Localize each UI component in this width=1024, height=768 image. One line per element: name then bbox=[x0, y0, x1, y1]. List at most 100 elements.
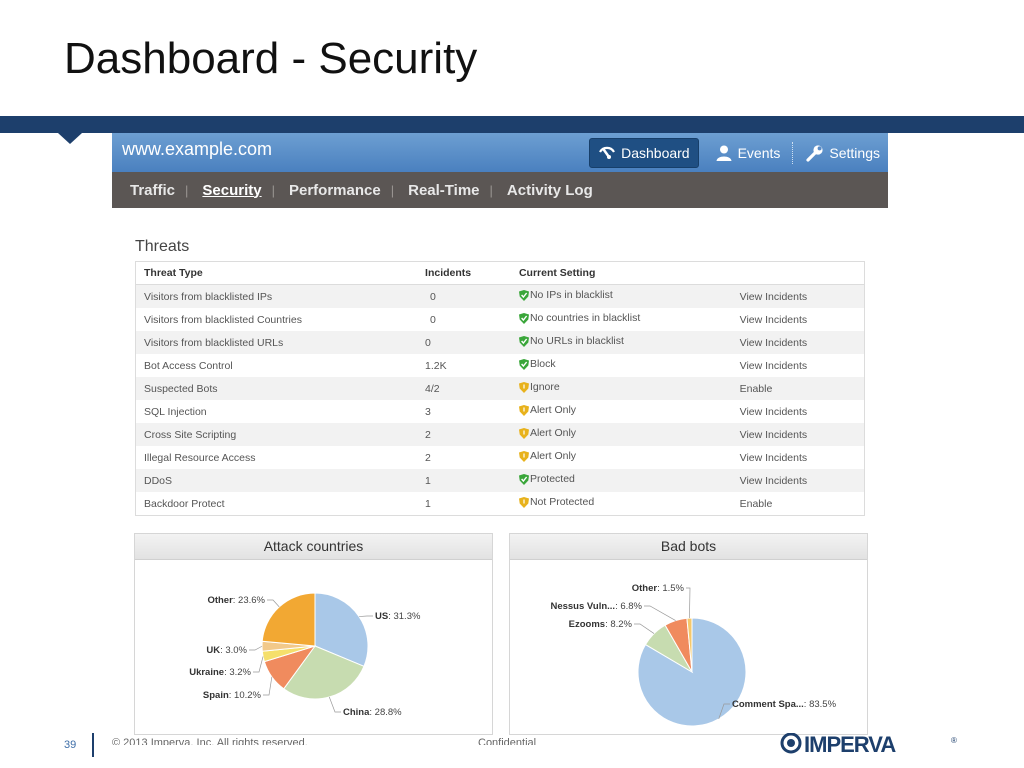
pie-slice-name: US bbox=[375, 611, 388, 622]
column-header bbox=[731, 261, 865, 285]
pie-slice-label: Other: 23.6% bbox=[207, 595, 265, 606]
pie-slice-name: Other bbox=[207, 595, 233, 606]
subnav-performance[interactable]: Performance bbox=[289, 181, 381, 199]
threats-title: Threats bbox=[135, 238, 190, 255]
shield-warning-icon bbox=[518, 450, 529, 462]
pie-slice-value: : 1.5% bbox=[657, 583, 684, 594]
pie-leader-line bbox=[267, 599, 280, 608]
table-row: Visitors from blacklisted IPs 0 No IPs in … bbox=[135, 284, 865, 308]
threats-table: Threat Type Incidents Current Setting Vi… bbox=[135, 261, 865, 516]
enable-link[interactable]: Enable bbox=[731, 377, 865, 400]
current-setting: Ignore bbox=[510, 377, 732, 400]
top-nav-label: Settings bbox=[829, 144, 880, 161]
current-setting: No countries in blacklist bbox=[511, 308, 732, 331]
setting-label: No IPs in blacklist bbox=[529, 289, 613, 302]
sub-nav: Traffic | Security | Performance | Real-… bbox=[112, 172, 888, 208]
setting-label: No countries in blacklist bbox=[529, 312, 641, 325]
subnav-real-time[interactable]: Real-Time bbox=[408, 181, 480, 199]
pie-slice-value: : 28.8% bbox=[369, 707, 402, 718]
top-nav-dashboard[interactable]: Dashboard bbox=[589, 137, 699, 168]
current-setting: Alert Only bbox=[510, 423, 732, 446]
threat-type: DDoS bbox=[135, 469, 418, 492]
view-incidents-link[interactable]: View Incidents bbox=[731, 423, 865, 446]
pie-leader-line bbox=[263, 676, 273, 696]
site-name[interactable]: www.example.com bbox=[122, 139, 273, 159]
incident-count: 0 bbox=[430, 313, 436, 326]
subnav-traffic[interactable]: Traffic bbox=[130, 181, 176, 199]
header-notch bbox=[58, 133, 82, 144]
top-nav-settings[interactable]: Settings bbox=[798, 139, 888, 167]
app-frame: www.example.com Dashboard Events bbox=[112, 133, 888, 208]
shield-warning-icon bbox=[518, 427, 529, 439]
shield-check-icon bbox=[518, 473, 529, 485]
table-row: Bot Access Control 1.2K Block View Incident… bbox=[136, 354, 865, 377]
setting-label: Protected bbox=[529, 473, 575, 486]
view-incidents-link[interactable]: View Incidents bbox=[739, 359, 808, 372]
pie-slice[interactable] bbox=[261, 592, 316, 647]
setting-label: Block bbox=[529, 358, 556, 371]
incident-count: 1 bbox=[417, 469, 511, 492]
incident-count: 3 bbox=[425, 405, 431, 418]
bad-bots-pie-chart: Comment Spa...: 83.5% Ezooms: 8.2% Nessus … bbox=[550, 583, 837, 727]
threat-type: Bot Access Control bbox=[144, 359, 233, 372]
current-setting: Alert Only bbox=[511, 446, 732, 469]
view-incidents-link[interactable]: View Incidents bbox=[731, 331, 865, 354]
attack-countries-pie-chart: US: 31.3% China: 28.8% Spain: 10.2% Ukraine… bbox=[189, 592, 421, 718]
subnav-separator: | bbox=[271, 182, 275, 198]
pie-slice-label: Ukraine: 3.2% bbox=[189, 667, 251, 678]
pie-slice-value: : 3.0% bbox=[220, 645, 247, 656]
slide-footer: 39 © 2013 Imperva, Inc. All rights reser… bbox=[0, 733, 1024, 768]
view-incidents-link[interactable]: View Incidents bbox=[731, 284, 865, 308]
shield-warning-icon bbox=[518, 381, 529, 393]
subnav-security[interactable]: Security bbox=[202, 181, 262, 199]
top-nav: Dashboard Events Settings bbox=[589, 133, 888, 172]
pie-slice-label: China: 28.8% bbox=[343, 707, 402, 718]
pie-slice-value: : 6.8% bbox=[615, 601, 642, 612]
threat-type: Visitors from blacklisted IPs bbox=[135, 284, 418, 308]
pie-slice-label: US: 31.3% bbox=[375, 611, 421, 622]
view-incidents-link[interactable]: View Incidents bbox=[739, 451, 808, 464]
view-incidents-link[interactable]: View Incidents bbox=[739, 313, 808, 326]
table-row: Illegal Resource Access 2 Alert Only View I… bbox=[136, 446, 865, 469]
copyright-text: © 2013 Imperva, Inc. All rights reserved… bbox=[112, 737, 308, 745]
pie-slice-name: Comment Spa... bbox=[732, 699, 804, 710]
incident-count: 1.2K bbox=[425, 359, 447, 372]
threat-type: Cross Site Scripting bbox=[135, 423, 418, 446]
column-header: Current Setting bbox=[510, 261, 732, 285]
table-header-row: Threat Type Incidents Current Setting bbox=[135, 261, 865, 285]
pie-slice-name: China bbox=[343, 707, 370, 718]
enable-link[interactable]: Enable bbox=[739, 497, 773, 510]
pie-slice-name: UK bbox=[206, 645, 220, 656]
pie-slice-name: Other bbox=[632, 583, 658, 594]
incident-count: 2 bbox=[417, 423, 511, 446]
wrench-icon bbox=[806, 144, 824, 162]
shield-check-icon bbox=[518, 312, 529, 324]
pie-slice-value: : 8.2% bbox=[605, 619, 632, 630]
shield-check-icon bbox=[518, 335, 529, 347]
current-setting: Not Protected bbox=[511, 492, 732, 516]
pie-slice-label: Ezooms: 8.2% bbox=[569, 619, 633, 630]
top-nav-events[interactable]: Events bbox=[707, 139, 789, 167]
pie-slice-value: : 10.2% bbox=[229, 690, 262, 701]
view-incidents-link[interactable]: View Incidents bbox=[731, 469, 865, 492]
bad-bots-panel: Bad bots Comment Spa...: 83.5% Ezooms: 8.… bbox=[509, 533, 868, 735]
shield-check-icon bbox=[518, 358, 529, 370]
setting-label: Alert Only bbox=[529, 404, 577, 417]
table-row: DDoS 1 Protected View Incidents bbox=[135, 469, 865, 492]
pie-slice-label: Nessus Vuln...: 6.8% bbox=[550, 601, 642, 612]
column-header: Incidents bbox=[417, 261, 511, 285]
pie-slice-label: Comment Spa...: 83.5% bbox=[732, 699, 837, 710]
setting-label: Alert Only bbox=[529, 450, 577, 463]
setting-label: Alert Only bbox=[529, 427, 577, 440]
threat-type: Backdoor Protect bbox=[144, 497, 225, 510]
user-icon bbox=[716, 145, 732, 161]
incident-count: 0 bbox=[417, 284, 511, 308]
pie-slice-name: Nessus Vuln... bbox=[550, 601, 615, 612]
view-incidents-link[interactable]: View Incidents bbox=[739, 405, 808, 418]
subnav-activity-log[interactable]: Activity Log bbox=[506, 181, 593, 199]
setting-label: No URLs in blacklist bbox=[529, 335, 624, 348]
pie-slice-value: : 83.5% bbox=[804, 699, 837, 710]
slide-title: Dashboard - Security bbox=[64, 34, 478, 83]
pie-slice[interactable] bbox=[686, 617, 693, 673]
current-setting: Protected bbox=[510, 469, 732, 492]
